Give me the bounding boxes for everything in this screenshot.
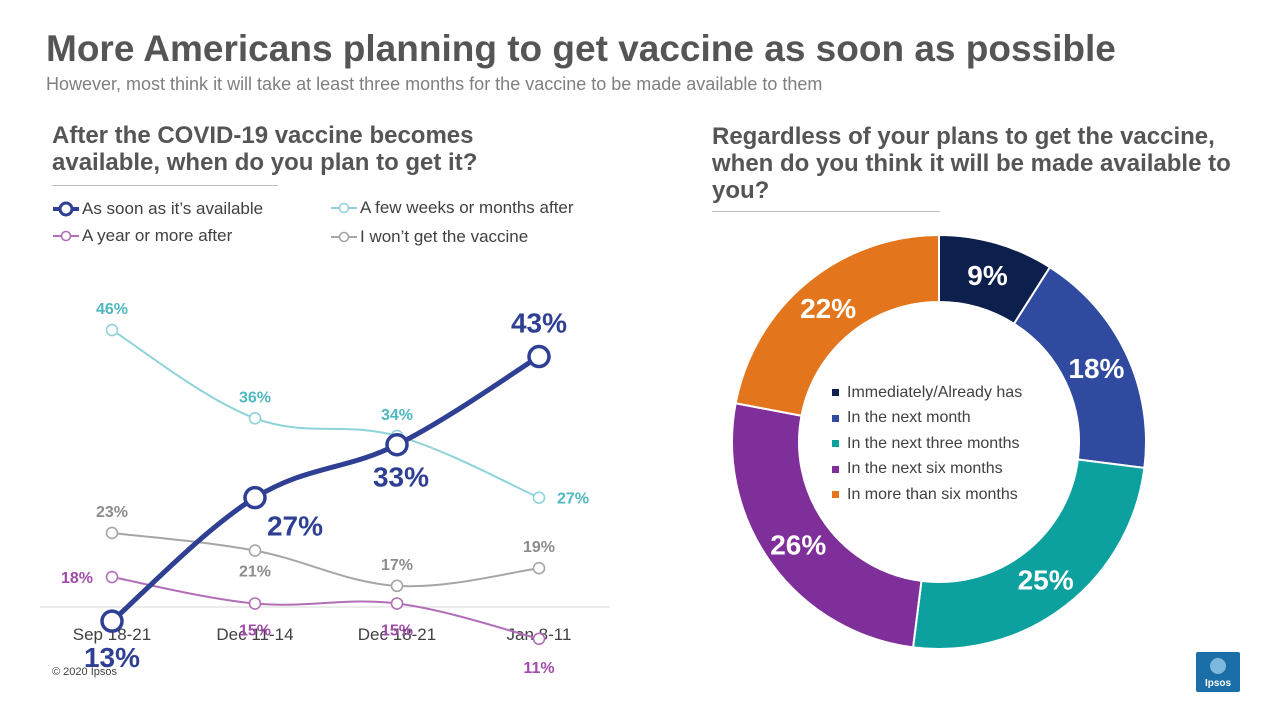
- data-label-weeks-months: 27%: [557, 491, 589, 508]
- data-point-soon: [527, 344, 551, 369]
- slice-label: 25%: [1018, 564, 1074, 595]
- legend-swatch-icon: [832, 414, 839, 422]
- legend-marker-icon: [53, 201, 79, 217]
- data-label-soon: 27%: [267, 511, 323, 542]
- donut-legend-item: In the next six months: [832, 457, 1022, 483]
- data-label-year-more: 15%: [381, 623, 413, 640]
- legend-label: I won’t get the vaccine: [360, 227, 529, 246]
- legend-marker-icon: [331, 202, 357, 214]
- data-point-soon: [385, 432, 409, 457]
- data-point-soon: [243, 485, 267, 510]
- donut-slice: [938, 233, 1052, 326]
- data-label-wont-get: 19%: [523, 539, 555, 556]
- legend-label: A year or more after: [82, 226, 233, 245]
- legend-label: In more than six months: [847, 485, 1018, 503]
- legend-label: A few weeks or months after: [360, 198, 574, 217]
- data-point-year-more: [105, 570, 119, 584]
- data-point-weeks-months: [532, 491, 546, 504]
- slice-label: 26%: [770, 529, 826, 560]
- data-label-year-more: 18%: [61, 570, 93, 587]
- legend-label: In the next month: [847, 409, 971, 427]
- data-point-weeks-months: [105, 323, 119, 337]
- donut-legend-item: In more than six months: [832, 482, 1022, 508]
- data-label-soon: 13%: [84, 642, 140, 673]
- donut-chart-divider: [712, 211, 940, 212]
- slice-label: 18%: [1068, 353, 1124, 384]
- x-tick-label: Sep 18-21: [73, 625, 151, 644]
- line-chart-question: After the COVID-19 vaccine becomes avail…: [52, 122, 478, 176]
- legend-marker-icon: [53, 230, 79, 242]
- data-label-wont-get: 23%: [96, 504, 128, 521]
- data-point-soon: [100, 609, 124, 633]
- line-chart-divider: [52, 185, 278, 186]
- data-point-wont-get: [105, 526, 119, 540]
- data-label-weeks-months: 34%: [381, 407, 413, 424]
- data-point-wont-get: [390, 579, 404, 593]
- series-line-weeks-months: [111, 329, 540, 499]
- series-line-wont-get: [111, 531, 540, 588]
- donut-slice: [1012, 265, 1147, 470]
- legend-swatch-icon: [832, 440, 839, 448]
- legend-label: Immediately/Already has: [847, 383, 1023, 401]
- copyright-notice: © 2020 Ipsos: [52, 666, 117, 678]
- legend-swatch-icon: [832, 491, 839, 499]
- donut-legend-item: In the next month: [832, 406, 1022, 432]
- data-label-soon: 33%: [373, 462, 429, 493]
- data-point-weeks-months: [248, 411, 262, 425]
- x-tick-label: Dec 18-21: [358, 625, 436, 644]
- page-subtitle: However, most think it will take at leas…: [46, 74, 823, 94]
- legend-item: I won’t get the vaccine: [330, 227, 528, 247]
- donut-legend-item: In the next three months: [832, 431, 1022, 457]
- legend-label: In the next six months: [847, 460, 1003, 478]
- ipsos-logo: Ipsos: [1196, 652, 1240, 692]
- legend-label: As soon as it’s available: [82, 199, 264, 218]
- data-label-year-more: 15%: [239, 623, 271, 640]
- data-label-soon: 43%: [511, 308, 567, 339]
- donut-legend-item: Immediately/Already has: [832, 380, 1022, 406]
- data-point-year-more: [248, 597, 262, 610]
- slice-label: 22%: [800, 293, 856, 324]
- legend-item: A year or more after: [52, 226, 232, 246]
- line-chart: Sep 18-21 Dec 11-14 Dec 18-21 Jan 8-1146%36…: [40, 301, 610, 677]
- page-title: More Americans planning to get vaccine a…: [46, 28, 1116, 69]
- series-line-soon: [110, 354, 541, 624]
- data-label-year-more: 11%: [523, 660, 554, 677]
- data-label-weeks-months: 46%: [96, 301, 128, 318]
- logo-mark-icon: [1210, 658, 1226, 674]
- legend-swatch-icon: [832, 465, 839, 473]
- donut-chart-legend: Immediately/Already has In the next month…: [832, 380, 1022, 508]
- series-line-year-more: [111, 576, 540, 640]
- legend-item: As soon as it’s available: [52, 199, 263, 219]
- donut-chart-question: Regardless of your plans to get the vacc…: [712, 123, 1231, 204]
- data-label-wont-get: 21%: [239, 564, 271, 581]
- legend-marker-icon: [331, 231, 357, 243]
- data-point-year-more: [532, 632, 546, 646]
- x-tick-label: Dec 11-14: [216, 625, 293, 644]
- data-point-wont-get: [248, 544, 262, 557]
- legend-swatch-icon: [832, 389, 839, 397]
- data-point-wont-get: [532, 561, 546, 575]
- logo-text: Ipsos: [1204, 678, 1232, 689]
- slice-label: 9%: [967, 260, 1008, 291]
- legend-item: A few weeks or months after: [330, 198, 574, 218]
- data-point-year-more: [390, 597, 404, 610]
- data-label-weeks-months: 36%: [239, 389, 271, 406]
- legend-label: In the next three months: [847, 434, 1020, 452]
- data-label-wont-get: 17%: [381, 557, 413, 574]
